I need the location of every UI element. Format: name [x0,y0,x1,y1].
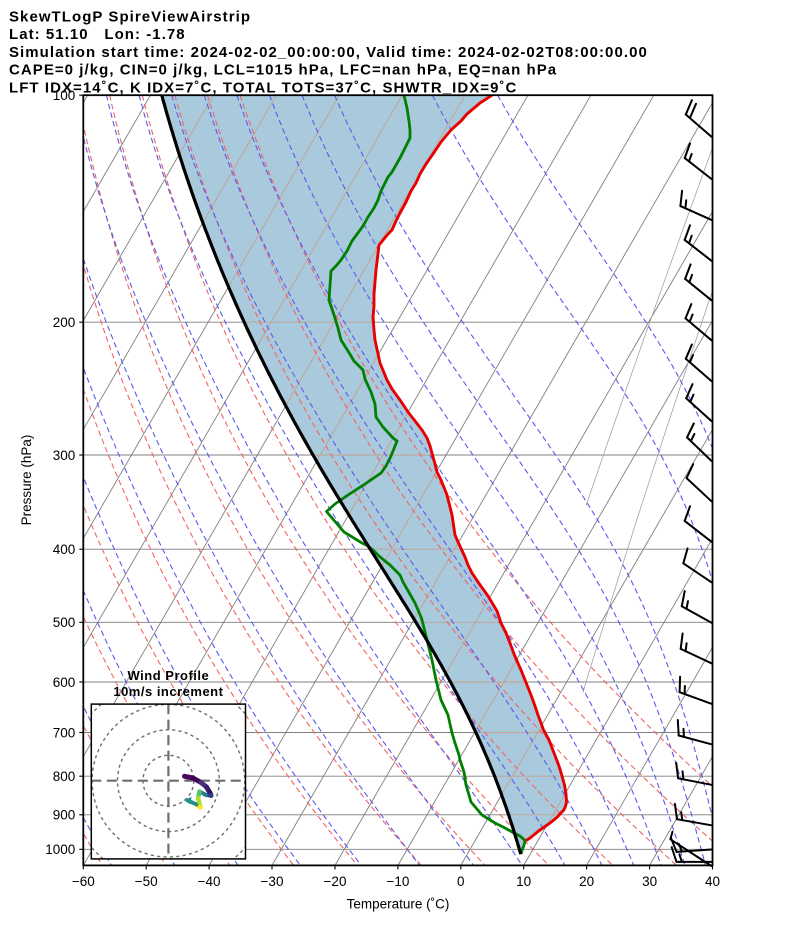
svg-text:800: 800 [53,769,76,784]
svg-text:10: 10 [516,874,531,889]
svg-text:30: 30 [642,874,657,889]
svg-text:−60: −60 [72,874,95,889]
svg-text:0: 0 [457,874,465,889]
svg-text:−10: −10 [386,874,409,889]
svg-text:20: 20 [579,874,594,889]
svg-text:600: 600 [53,675,76,690]
svg-text:Lat: 51.10 Lon: -1.78: Lat: 51.10 Lon: -1.78 [9,26,186,43]
svg-text:−40: −40 [198,874,221,889]
svg-text:LFT IDX=14˚C, K IDX=7˚C, TOTAL: LFT IDX=14˚C, K IDX=7˚C, TOTAL TOTS=37˚C… [9,79,517,96]
svg-text:Wind Profile: Wind Profile [128,668,210,683]
svg-text:CAPE=0 j/kg, CIN=0 j/kg, LCL=1: CAPE=0 j/kg, CIN=0 j/kg, LCL=1015 hPa, L… [9,62,557,79]
svg-text:10m/s increment: 10m/s increment [113,684,223,699]
svg-text:Pressure (hPa): Pressure (hPa) [19,435,34,526]
svg-text:100: 100 [53,88,76,103]
svg-text:500: 500 [53,615,76,630]
svg-text:−20: −20 [324,874,347,889]
svg-text:400: 400 [53,542,76,557]
svg-text:200: 200 [53,315,76,330]
svg-text:Simulation start time: 2024-02: Simulation start time: 2024-02-02_00:00:… [9,44,648,61]
svg-text:−50: −50 [135,874,158,889]
svg-text:SkewTLogP SpireViewAirstrip: SkewTLogP SpireViewAirstrip [9,9,251,26]
svg-text:−30: −30 [261,874,284,889]
svg-text:300: 300 [53,448,76,463]
svg-text:700: 700 [53,725,76,740]
svg-text:1000: 1000 [45,842,75,857]
svg-text:40: 40 [705,874,720,889]
svg-text:Temperature (˚C): Temperature (˚C) [347,897,450,912]
svg-text:900: 900 [53,808,76,823]
